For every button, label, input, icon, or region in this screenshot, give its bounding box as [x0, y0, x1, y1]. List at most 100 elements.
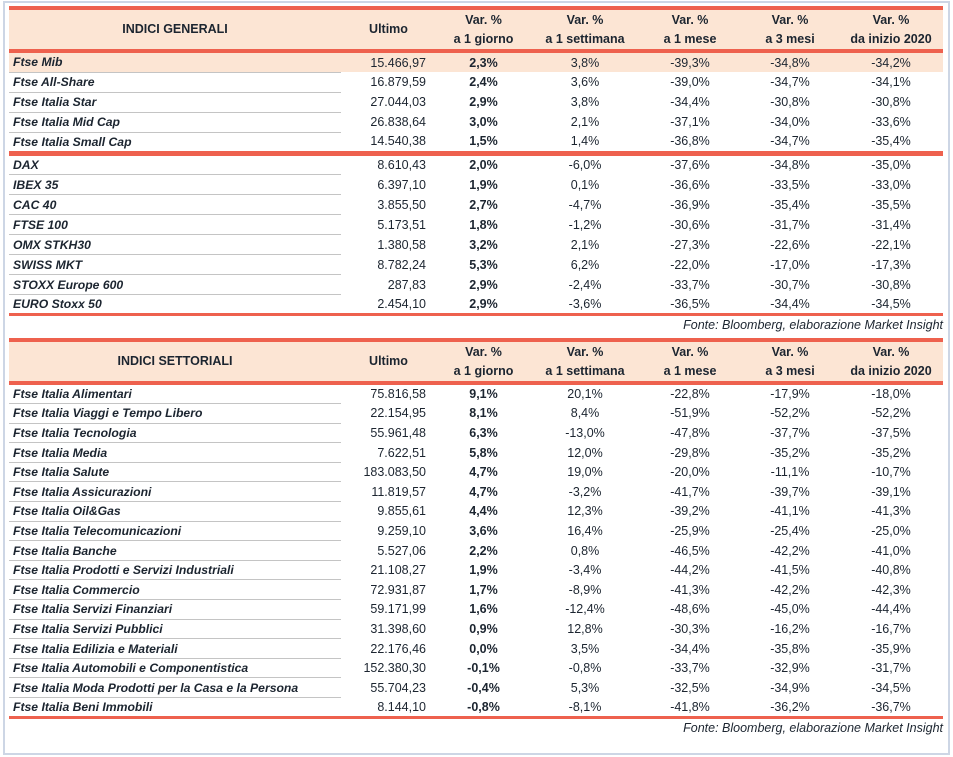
var-3-months: -16,2% [770, 621, 810, 636]
var-ytd: -34,5% [871, 296, 911, 311]
var-1-week: -4,7% [568, 197, 602, 212]
var-1-month: -46,5% [670, 543, 710, 558]
header-row: INDICI SETTORIALI Ultimo Var. % a 1 gior… [9, 338, 943, 383]
var-ytd: -41,3% [871, 504, 911, 519]
last-value: 22.176,46 [370, 641, 426, 656]
table-title: INDICI SETTORIALI [9, 338, 341, 383]
var-1-day: 1,8% [469, 217, 498, 232]
var-1-day: 4,4% [469, 504, 498, 519]
var-1-day: 1,9% [469, 563, 498, 578]
last-value: 9.259,10 [377, 523, 426, 538]
sector-indices-table: INDICI SETTORIALI Ultimo Var. % a 1 gior… [9, 338, 943, 719]
var-1-month: -36,5% [670, 296, 710, 311]
index-name: Ftse Italia Servizi Pubblici [9, 619, 341, 640]
index-name: Ftse Italia Salute [9, 462, 341, 483]
var-ytd: -18,0% [871, 387, 911, 402]
table-row: Ftse Italia Media 7.622,51 5,8% 12,0% -29,8%… [9, 442, 943, 463]
last-value: 75.816,58 [370, 387, 426, 402]
var-1-month: -30,3% [670, 621, 710, 636]
var-3-months: -34,4% [770, 296, 810, 311]
index-name: OMX STKH30 [9, 234, 341, 255]
var-ytd: -31,7% [871, 661, 911, 676]
var-1-day: 1,6% [469, 602, 498, 617]
index-name: Ftse Italia Mid Cap [9, 112, 341, 133]
sector-indices-section: INDICI SETTORIALI Ultimo Var. % a 1 gior… [9, 338, 944, 736]
var-1-week: 2,1% [570, 237, 600, 252]
last-value: 5.527,06 [377, 543, 426, 558]
index-name: Ftse Mib [9, 52, 341, 73]
index-name: CAC 40 [9, 194, 341, 215]
table-row: Ftse Italia Automobili e Componentistica… [9, 658, 943, 679]
var-1-day: -0,1% [467, 661, 500, 676]
last-value: 59.171,99 [370, 602, 426, 617]
var-1-day: 2,3% [436, 52, 531, 72]
index-name: Ftse Italia Media [9, 442, 341, 463]
table-row: IBEX 35 6.397,10 1,9% 0,1% -36,6% -33,5% -33,0… [9, 174, 943, 195]
table-row: Ftse Italia Mid Cap 26.838,64 3,0% 2,1% -37,… [9, 112, 943, 133]
var-ytd: -25,0% [871, 523, 911, 538]
var-ytd: -33,6% [871, 115, 911, 129]
last-value: 26.838,64 [370, 115, 426, 129]
var-1-month: -22,0% [670, 257, 710, 272]
var-ytd: -10,7% [871, 465, 911, 480]
var-ytd: -34,2% [839, 52, 943, 72]
table-row: SWISS MKT 8.782,24 5,3% 6,2% -22,0% -17,0% -17… [9, 254, 943, 275]
var-1-week: -3,4% [568, 563, 602, 578]
var-ytd: -34,5% [871, 680, 911, 695]
table-row: Ftse Italia Telecomunicazioni 9.259,10 3,6… [9, 521, 943, 542]
index-name: Ftse Italia Alimentari [9, 384, 341, 405]
col-header-var-3-months: Var. % a 3 mesi [741, 6, 839, 51]
index-name: Ftse All-Share [9, 72, 341, 93]
var-1-month: -29,8% [670, 445, 710, 460]
var-ytd: -35,9% [871, 641, 911, 656]
var-ytd: -16,7% [871, 621, 911, 636]
var-1-month: -32,5% [670, 680, 710, 695]
source-note: Fonte: Bloomberg, elaborazione Market In… [683, 720, 943, 735]
header-divider [9, 50, 943, 53]
var-3-months: -25,4% [770, 523, 810, 538]
var-1-month: -39,3% [639, 52, 741, 72]
var-ytd: -33,0% [871, 177, 911, 192]
var-1-week: 16,4% [567, 523, 603, 538]
var-ytd: -30,8% [871, 95, 911, 109]
table-row: OMX STKH30 1.380,58 3,2% 2,1% -27,3% -22,6% -2… [9, 234, 943, 255]
var-1-day: 8,1% [469, 406, 498, 421]
var-3-months: -45,0% [770, 602, 810, 617]
report-page: INDICI GENERALI Ultimo Var. % a 1 giorno… [3, 1, 950, 755]
col-header-var-ytd: Var. % da inizio 2020 [839, 338, 943, 383]
var-1-week: -3,2% [568, 484, 602, 499]
last-value: 11.819,57 [371, 484, 426, 499]
table-row: FTSE 100 5.173,51 1,8% -1,2% -30,6% -31,7% -31… [9, 214, 943, 235]
var-1-month: -41,8% [670, 699, 710, 714]
table-row: Ftse Italia Commercio 72.931,87 1,7% -8,9% -… [9, 579, 943, 601]
var-1-month: -47,8% [670, 425, 710, 440]
var-1-day: 9,1% [469, 387, 498, 402]
general-indices-table: INDICI GENERALI Ultimo Var. % a 1 giorno… [9, 6, 943, 316]
var-3-months: -32,9% [770, 661, 810, 676]
index-name: Ftse Italia Servizi Finanziari [9, 599, 341, 620]
col-header-var-1-month: Var. % a 1 mese [639, 6, 741, 51]
var-1-week: -1,2% [568, 217, 602, 232]
var-1-week: 2,1% [570, 115, 600, 129]
var-ytd: -42,3% [871, 582, 911, 597]
last-value: 6.397,10 [377, 177, 426, 192]
var-1-month: -30,6% [670, 217, 710, 232]
var-1-week: 5,3% [570, 680, 600, 695]
var-3-months: -42,2% [770, 543, 810, 558]
last-value: 22.154,95 [370, 406, 426, 421]
var-1-month: -34,4% [670, 641, 710, 656]
var-1-week: 8,4% [570, 406, 600, 421]
header-divider [9, 382, 943, 385]
table-row: Ftse All-Share 16.879,59 2,4% 3,6% -39,0% -34… [9, 72, 943, 93]
var-1-month: -22,8% [670, 387, 710, 402]
var-1-day: 0,0% [469, 641, 498, 656]
var-1-day: 2,0% [469, 158, 498, 172]
general-indices-section: INDICI GENERALI Ultimo Var. % a 1 giorno… [9, 6, 944, 333]
var-1-week: 20,1% [567, 387, 603, 402]
var-3-months: -11,1% [770, 465, 810, 480]
last-value: 5.173,51 [377, 217, 426, 232]
var-3-months: -17,0% [770, 257, 810, 272]
last-value: 55.704,23 [370, 680, 426, 695]
col-header-var-1-week: Var. % a 1 settimana [531, 338, 639, 383]
index-name: Ftse Italia Prodotti e Servizi Industria… [9, 560, 341, 581]
